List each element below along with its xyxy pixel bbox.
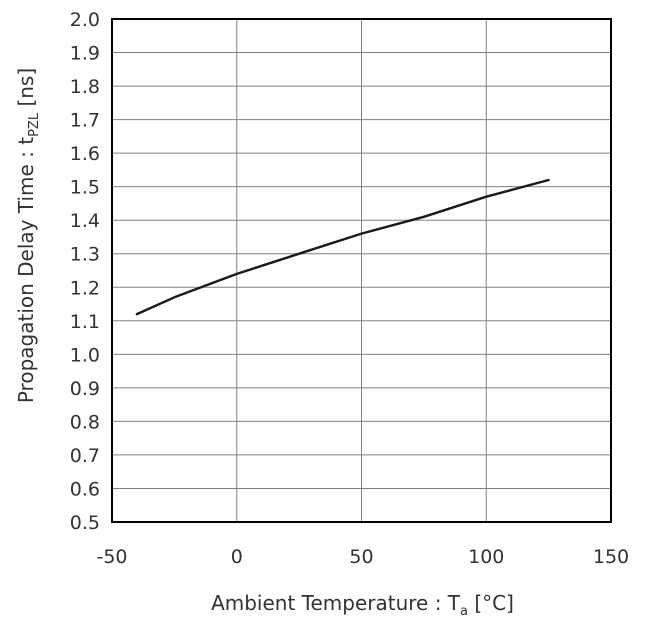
y-axis-title: Propagation Delay Time : tPZL [ns] — [14, 68, 42, 403]
y-tick-labels: 0.5 0.6 0.7 0.8 0.9 1.0 1.1 1.2 1.3 1.4 1.5 1.6 1.7 1… — [70, 9, 100, 534]
plot-frame — [111, 18, 612, 523]
y-tick-label: 1.3 — [70, 244, 100, 266]
y-tick-label: 1.1 — [70, 311, 100, 333]
y-tick-label: 1.4 — [70, 210, 100, 232]
y-tick-label: 1.9 — [70, 43, 100, 65]
x-tick-labels: -50 0 50 100 150 — [96, 546, 629, 568]
y-tick-label: 0.6 — [70, 478, 100, 500]
x-tick-label: 0 — [231, 546, 243, 568]
y-tick-label: 0.7 — [70, 445, 100, 467]
y-tick-label: 1.8 — [70, 76, 100, 98]
x-axis-title: Ambient Temperature : Ta [°C] — [211, 591, 514, 619]
y-tick-label: 1.6 — [70, 143, 100, 165]
y-tick-label: 0.5 — [70, 512, 100, 534]
x-tick-label: 150 — [593, 546, 629, 568]
x-tick-label: 50 — [349, 546, 373, 568]
y-tick-label: 1.0 — [70, 344, 100, 366]
grid — [111, 18, 612, 523]
y-tick-label: 0.9 — [70, 378, 100, 400]
y-tick-label: 1.2 — [70, 277, 100, 299]
x-tick-label: -50 — [96, 546, 127, 568]
series-layer — [135, 178, 550, 316]
y-tick-label: 1.5 — [70, 177, 100, 199]
x-tick-label: 100 — [468, 546, 504, 568]
y-tick-label: 1.7 — [70, 110, 100, 132]
y-tick-label: 2.0 — [70, 9, 100, 31]
series-line — [135, 178, 550, 316]
y-tick-label: 0.8 — [70, 411, 100, 433]
